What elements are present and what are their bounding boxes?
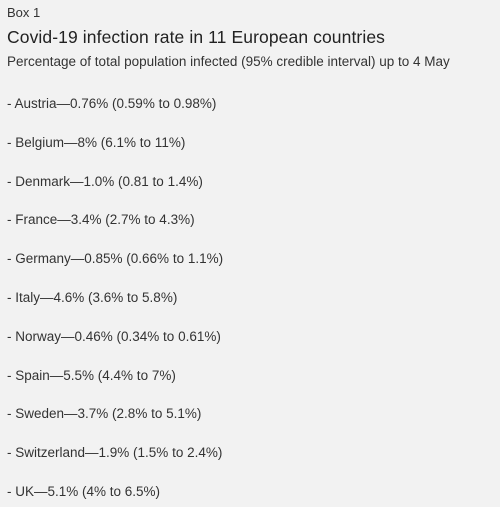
list-item-switzerland: - Switzerland—1.9% (1.5% to 2.4%) xyxy=(7,445,223,461)
list-item-uk: - UK—5.1% (4% to 6.5%) xyxy=(7,483,161,499)
list-item-norway: - Norway—0.46% (0.34% to 0.61%) xyxy=(7,328,221,344)
country-list: - Austria—0.76% (0.59% to 0.98%) - Belgi… xyxy=(7,95,223,522)
box-title: Covid-19 infection rate in 11 European c… xyxy=(7,27,386,47)
box-label: Box 1 xyxy=(7,5,41,20)
list-item-belgium: - Belgium—8% (6.1% to 11%) xyxy=(7,134,186,150)
info-box: Box 1 Covid-19 infection rate in 11 Euro… xyxy=(0,0,500,507)
list-item-denmark: - Denmark—1.0% (0.81 to 1.4%) xyxy=(7,173,203,189)
list-item-austria: - Austria—0.76% (0.59% to 0.98%) xyxy=(7,96,217,111)
list-item-france: - France—3.4% (2.7% to 4.3%) xyxy=(7,212,195,228)
box-subtitle: Percentage of total population infected … xyxy=(7,54,450,69)
list-item-spain: - Spain—5.5% (4.4% to 7%) xyxy=(7,367,176,383)
list-item-sweden: - Sweden—3.7% (2.8% to 5.1%) xyxy=(7,406,202,422)
list-item-germany: - Germany—0.85% (0.66% to 1.1%) xyxy=(7,251,224,267)
list-item-italy: - Italy—4.6% (3.6% to 5.8%) xyxy=(7,289,178,305)
